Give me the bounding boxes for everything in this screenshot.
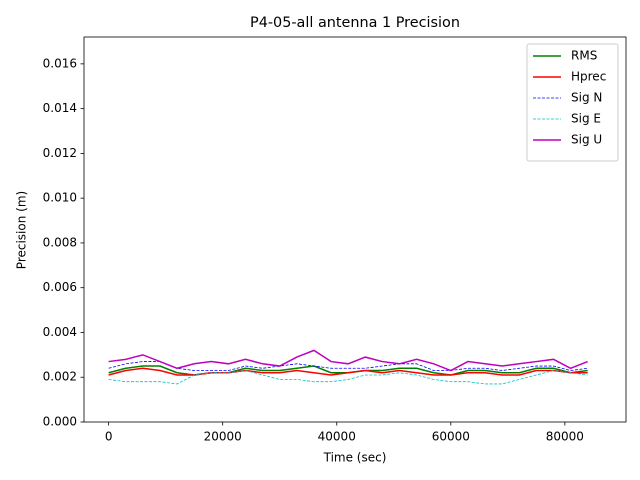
- legend-label: Sig E: [571, 112, 601, 126]
- y-tick-label: 0.008: [43, 235, 77, 249]
- series-line: [108, 349, 588, 372]
- x-tick-label: 20000: [204, 430, 242, 444]
- legend-label: Sig U: [571, 133, 602, 147]
- x-axis-label: Time (sec): [323, 451, 387, 465]
- y-tick-label: 0.016: [43, 56, 77, 70]
- y-tick-label: 0.004: [43, 325, 77, 339]
- series-line: [108, 370, 588, 385]
- y-tick-label: 0.002: [43, 370, 77, 384]
- legend: RMS Hprec Sig N Sig E Sig U: [526, 43, 619, 162]
- x-tick-label: 80000: [546, 430, 584, 444]
- chart-title: P4-05-all antenna 1 Precision: [250, 15, 460, 31]
- y-tick-label: 0.006: [43, 280, 77, 294]
- x-tick-label: 40000: [318, 430, 356, 444]
- legend-box: [526, 43, 619, 162]
- legend-label: Sig N: [571, 91, 602, 105]
- legend-label: Hprec: [571, 70, 606, 84]
- y-tick-label: 0.012: [43, 146, 77, 160]
- x-tick-label: 0: [105, 430, 113, 444]
- series-line: [108, 361, 588, 371]
- y-tick-label: 0.014: [43, 101, 77, 115]
- y-axis-label: Precision (m): [15, 191, 29, 269]
- y-tick-label: 0.000: [43, 415, 77, 429]
- series-line: [108, 367, 588, 376]
- plot-frame: [83, 36, 627, 423]
- y-tick-label: 0.010: [43, 191, 77, 205]
- x-tick-label: 60000: [432, 430, 470, 444]
- legend-label: RMS: [571, 49, 597, 63]
